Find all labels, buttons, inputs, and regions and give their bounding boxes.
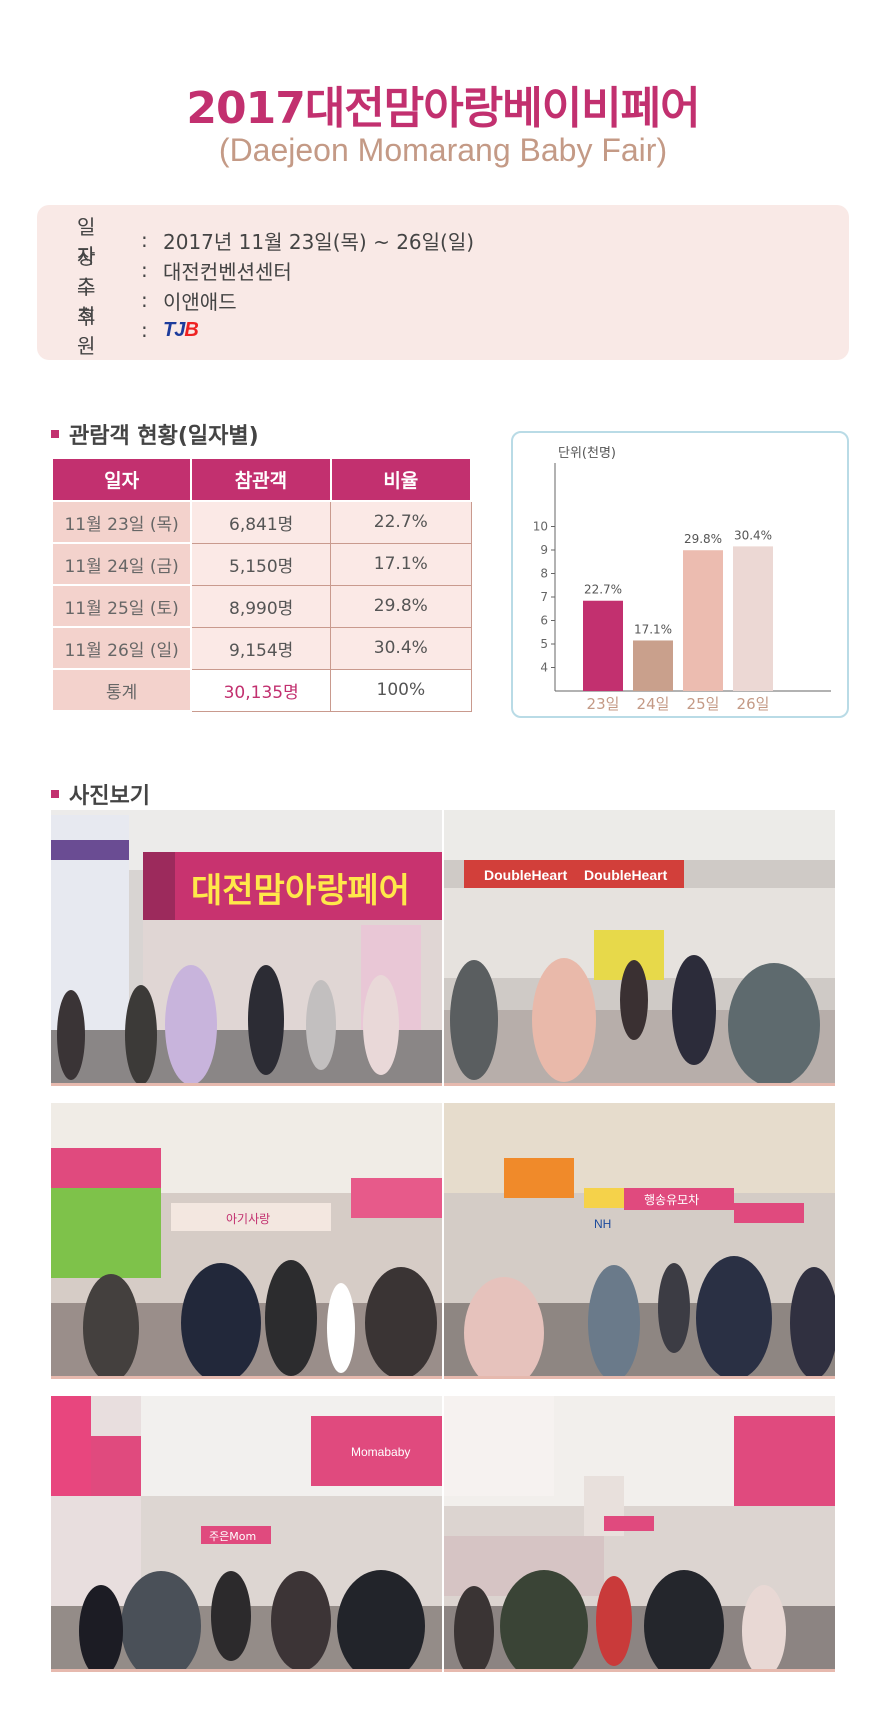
column-header: 참관객: [190, 457, 332, 502]
bullet-icon: [51, 790, 59, 798]
data-label: 29.8%: [684, 532, 722, 546]
photo-doubleheart-booth[interactable]: DoubleHeart DoubleHeart: [444, 810, 835, 1086]
y-tick-label: 4: [540, 661, 548, 675]
cell-day: 11월 24일 (금): [50, 542, 193, 586]
bar-chart-svg: 단위(천명) 4 5 6 7 8 9 10 22.7% 23일 17.1% 24일 29.8% 25일 30…: [533, 446, 831, 713]
cell-count: 8,990명: [190, 584, 332, 628]
photo-entrance[interactable]: 대전맘아랑페어: [51, 810, 442, 1086]
cell-ratio: 100%: [330, 668, 472, 712]
sign-text: Momababy: [351, 1445, 410, 1459]
chart-unit-label: 단위(천명): [558, 446, 616, 461]
photo-aisle-left[interactable]: Momababy 주은Mom: [51, 1396, 442, 1672]
photo-aisle-right[interactable]: [444, 1396, 835, 1672]
data-label: 30.4%: [734, 528, 772, 542]
info-key: 일 자: [77, 215, 106, 268]
info-value: 이앤애드: [163, 289, 237, 314]
cell-count: 30,135명: [190, 668, 332, 712]
info-separator: :: [141, 258, 148, 282]
table-header-row: 일자 참관객 비율: [50, 457, 473, 502]
section-title-text: 관람객 현황(일자별): [69, 424, 259, 449]
photos-section-title: 사진보기: [51, 778, 150, 810]
chart-bar: [733, 546, 773, 691]
table-row: 11월 25일 (토) 8,990명 29.8%: [50, 584, 472, 628]
cell-day: 11월 25일 (토): [50, 584, 193, 628]
info-separator: :: [141, 288, 148, 312]
sign-text: 주은Mom: [209, 1530, 256, 1543]
y-tick-label: 6: [540, 614, 548, 628]
cell-ratio: 30.4%: [330, 626, 472, 670]
chart-bar: [633, 640, 673, 691]
cell-day: 11월 23일 (목): [50, 500, 193, 544]
page-subtitle: (Daejeon Momarang Baby Fair): [218, 132, 668, 168]
info-key: 주 최: [77, 275, 106, 328]
section-title-text: 사진보기: [69, 784, 150, 809]
x-tick-label: 24일: [637, 695, 670, 713]
x-tick-label: 26일: [737, 695, 770, 713]
sign-text: DoubleHeart: [484, 867, 568, 883]
chart-bar: [583, 600, 623, 691]
photo-hall-crowd[interactable]: 아기사랑: [51, 1103, 442, 1379]
info-value: 2017년 11월 23일(목) ~ 26일(일): [163, 229, 475, 254]
sign-text: DoubleHeart: [584, 867, 668, 883]
sign-text: NH: [594, 1217, 611, 1231]
data-label: 22.7%: [584, 583, 622, 597]
info-value: 대전컨벤션센터: [163, 259, 292, 284]
y-tick-label: 9: [540, 543, 548, 557]
bullet-icon: [51, 430, 59, 438]
column-header: 비율: [329, 457, 473, 502]
y-tick-label: 10: [533, 520, 548, 534]
table-row: 11월 26일 (일) 9,154명 30.4%: [50, 626, 472, 670]
tjb-logo: TJB: [163, 318, 199, 341]
info-key: 장 소: [77, 245, 106, 298]
table-row: 11월 24일 (금) 5,150명 17.1%: [50, 542, 472, 586]
column-header: 일자: [50, 457, 193, 502]
info-key: 후 원: [77, 305, 106, 358]
sign-text: 아기사랑: [226, 1212, 270, 1226]
table-row: 11월 23일 (목) 6,841명 22.7%: [50, 500, 472, 544]
cell-day: 11월 26일 (일): [50, 626, 193, 670]
cell-ratio: 22.7%: [330, 500, 472, 544]
cell-ratio: 29.8%: [330, 584, 472, 628]
visitors-table: 일자 참관객 비율 11월 23일 (목) 6,841명 22.7% 11월 2…: [50, 457, 473, 712]
cell-day: 통계: [50, 668, 193, 712]
visitors-section-title: 관람객 현황(일자별): [51, 418, 259, 450]
cell-count: 6,841명: [190, 500, 332, 544]
cell-count: 5,150명: [190, 542, 332, 586]
x-tick-label: 25일: [687, 695, 720, 713]
info-row-date: 일 자 : 2017년 11월 23일(목) ~ 26일(일): [77, 215, 849, 268]
x-tick-label: 23일: [587, 695, 620, 713]
table-total-row: 통계 30,135명 100%: [50, 668, 472, 712]
page-title: 2017대전맘아랑베이비페어: [186, 83, 700, 134]
sign-text: 대전맘아랑페어: [191, 871, 410, 911]
info-row-sponsor: 후 원 : TJB: [77, 305, 849, 358]
cell-count: 9,154명: [190, 626, 332, 670]
visitors-chart: 단위(천명) 4 5 6 7 8 9 10 22.7% 23일 17.1% 24일 29.8% 25일 30…: [511, 431, 849, 718]
data-label: 17.1%: [634, 622, 672, 636]
info-separator: :: [141, 318, 148, 342]
y-tick-label: 5: [540, 637, 548, 651]
photo-booth-aisle[interactable]: 행송유모차 NH: [444, 1103, 835, 1379]
sign-text: 행송유모차: [644, 1192, 699, 1207]
cell-ratio: 17.1%: [330, 542, 472, 586]
y-tick-label: 8: [540, 567, 548, 581]
chart-bar: [683, 550, 723, 691]
event-info-box: 일 자 : 2017년 11월 23일(목) ~ 26일(일) 장 소 : 대전…: [37, 205, 849, 360]
info-row-venue: 장 소 : 대전컨벤션센터: [77, 245, 849, 298]
info-row-host: 주 최 : 이앤애드: [77, 275, 849, 328]
info-separator: :: [141, 228, 148, 252]
y-tick-label: 7: [540, 590, 548, 604]
